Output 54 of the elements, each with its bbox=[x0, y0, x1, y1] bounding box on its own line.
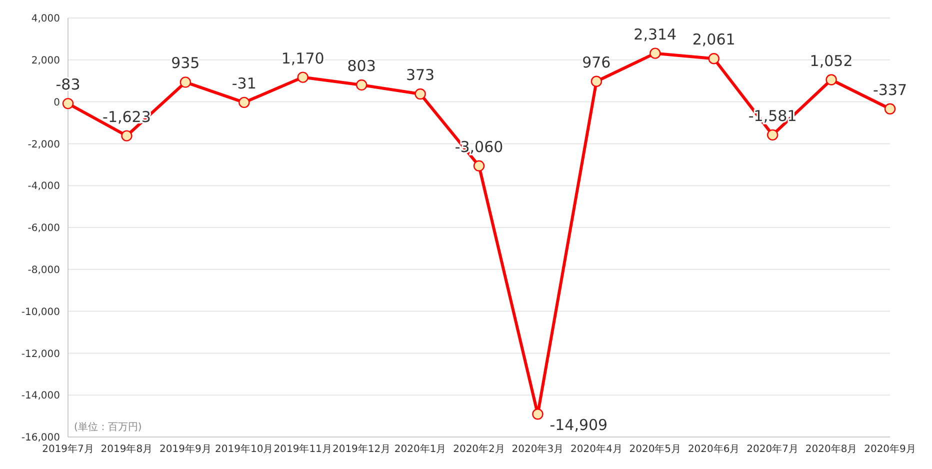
data-label: -337 bbox=[872, 80, 908, 99]
x-tick-label: 2019年7月 bbox=[42, 443, 94, 456]
y-tick-label: -2,000 bbox=[28, 139, 60, 150]
data-label: 976 bbox=[582, 53, 611, 72]
point bbox=[62, 98, 74, 110]
point bbox=[650, 48, 661, 59]
x-tick-label: 2019年11月 bbox=[274, 443, 332, 456]
data-label: 2,314 bbox=[634, 25, 677, 44]
data-label: 2,061 bbox=[692, 30, 736, 49]
x-tick-label: 2020年6月 bbox=[688, 443, 740, 456]
x-tick-label: 2019年9月 bbox=[160, 443, 212, 456]
x-tick-label: 2019年10月 bbox=[215, 443, 274, 456]
annotation: (単位：百万円) bbox=[74, 421, 142, 434]
data-label: 1,052 bbox=[810, 52, 853, 70]
point bbox=[414, 88, 426, 100]
point bbox=[180, 76, 192, 88]
x-tick-label: 2020年8月 bbox=[805, 443, 858, 456]
x-tick-label: 2020年1月 bbox=[394, 443, 446, 456]
y-tick-label: -8,000 bbox=[28, 264, 60, 276]
point bbox=[884, 103, 896, 114]
y-tick-label: -6,000 bbox=[28, 223, 60, 234]
data-label: 935 bbox=[171, 54, 200, 72]
y-tick-label: -12,000 bbox=[21, 348, 60, 360]
x-tick-label: 2019年12月 bbox=[332, 443, 391, 456]
x-tick-label: 2020年3月 bbox=[512, 443, 564, 456]
y-tick-label: 0 bbox=[54, 97, 60, 108]
data-label: 803 bbox=[347, 56, 376, 75]
y-tick-label: 2,000 bbox=[31, 55, 60, 66]
y-tick-label: -4,000 bbox=[28, 181, 60, 192]
point bbox=[473, 160, 485, 172]
point bbox=[297, 72, 308, 83]
point bbox=[590, 76, 602, 87]
point bbox=[766, 129, 778, 141]
y-tick-label: -10,000 bbox=[21, 306, 60, 318]
point bbox=[532, 408, 544, 420]
y-tick-label: 4,000 bbox=[31, 14, 60, 25]
x-tick-label: 2020年7月 bbox=[746, 443, 798, 456]
data-label: 373 bbox=[406, 66, 435, 84]
x-tick-label: 2020年4月 bbox=[570, 443, 622, 456]
point bbox=[708, 53, 720, 64]
data-label: -31 bbox=[232, 74, 256, 92]
data-label: -83 bbox=[56, 76, 80, 94]
x-tick-label: 2020年9月 bbox=[864, 443, 916, 456]
x-tick-label: 2019年8月 bbox=[100, 443, 153, 456]
x-tick-label: 2020年2月 bbox=[453, 443, 505, 456]
data-label: -14,909 bbox=[550, 416, 608, 434]
point bbox=[826, 74, 837, 86]
y-tick-label: -14,000 bbox=[21, 390, 60, 402]
x-tick-label: 2020年5月 bbox=[629, 443, 682, 456]
point bbox=[238, 96, 250, 108]
point bbox=[356, 79, 368, 91]
point bbox=[121, 130, 132, 142]
data-label: 1,170 bbox=[281, 49, 324, 68]
y-tick-label: -16,000 bbox=[21, 432, 60, 444]
